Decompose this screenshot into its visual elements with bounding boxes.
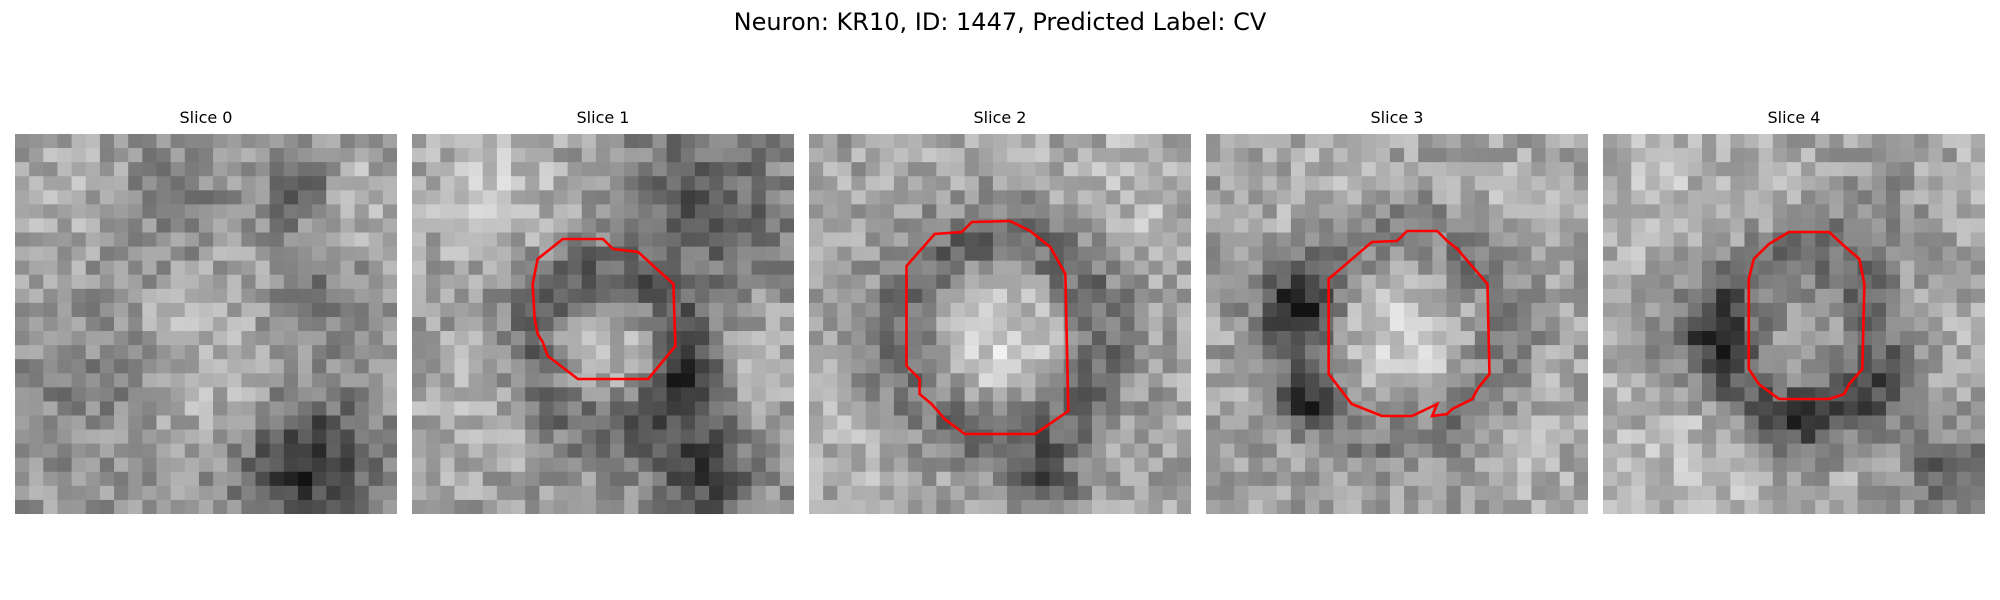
- pixel-grid: [15, 134, 397, 514]
- pixel-grid: [1206, 134, 1588, 514]
- slice-title: Slice 2: [973, 108, 1027, 127]
- slice-title: Slice 4: [1767, 108, 1821, 127]
- slice-image: [15, 134, 397, 514]
- segmentation-contour: [1747, 230, 1866, 401]
- slice-image: [809, 134, 1191, 514]
- slice-panel-0: Slice 0: [15, 104, 397, 514]
- segmentation-contour: [1327, 229, 1491, 418]
- slice-image: [412, 134, 794, 514]
- slice-title: Slice 0: [179, 108, 233, 127]
- segmentation-contour: [531, 237, 677, 381]
- slice-title: Slice 1: [576, 108, 630, 127]
- figure-title: Neuron: KR10, ID: 1447, Predicted Label:…: [733, 8, 1267, 36]
- slice-image: [1206, 134, 1588, 514]
- slice-panel-3: Slice 3: [1206, 104, 1588, 514]
- slice-image: [1603, 134, 1985, 514]
- slice-panel-1: Slice 1: [412, 104, 794, 514]
- slice-title: Slice 3: [1370, 108, 1424, 127]
- pixel-grid: [412, 134, 794, 514]
- slice-panel-2: Slice 2: [809, 104, 1191, 514]
- pixel-grid: [1603, 134, 1985, 514]
- segmentation-contour: [905, 219, 1070, 436]
- slice-panel-4: Slice 4: [1603, 104, 1985, 514]
- pixel-grid: [809, 134, 1191, 514]
